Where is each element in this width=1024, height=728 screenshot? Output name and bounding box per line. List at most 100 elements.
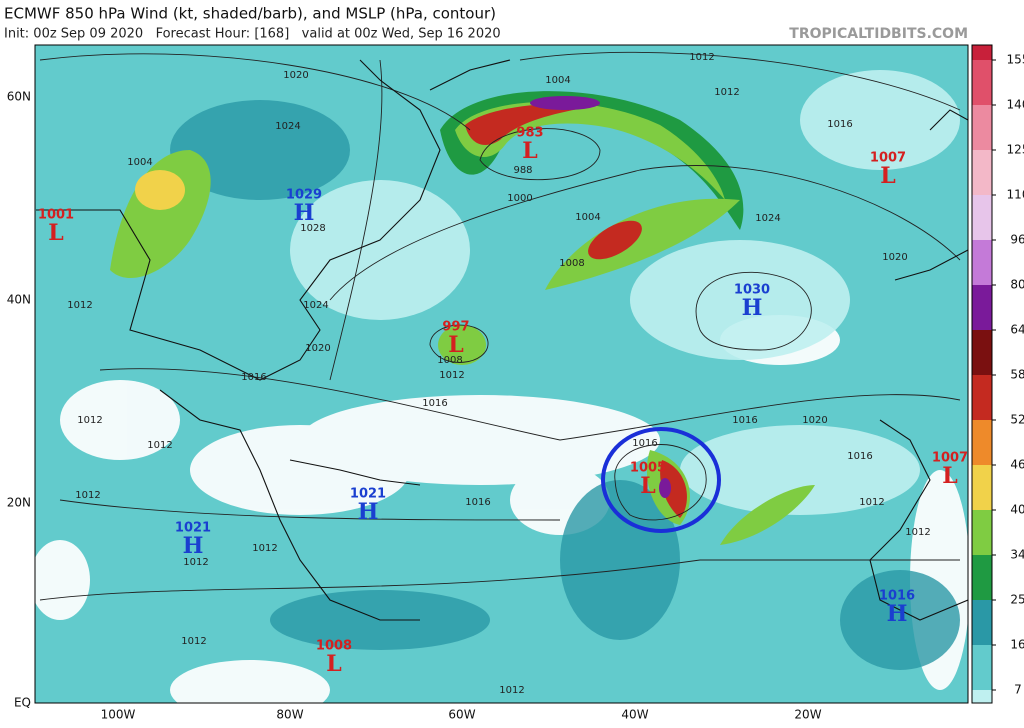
- isobar-label: 1024: [303, 300, 328, 311]
- colorbar-segment: [972, 375, 992, 420]
- isobar-label: 1024: [275, 121, 300, 132]
- colorbar-tick-label: 64: [1010, 323, 1024, 337]
- colorbar-segment: [972, 600, 992, 645]
- center-symbol: H: [183, 533, 204, 559]
- colorbar-segment: [972, 105, 992, 150]
- colorbar-tick-label: 40: [1010, 503, 1024, 517]
- center-symbol: L: [48, 220, 63, 246]
- colorbar-tick-label: 25: [1010, 593, 1024, 607]
- isobar-label: 1004: [127, 157, 152, 168]
- colorbar-segment: [972, 45, 992, 60]
- center-pressure: 1007: [932, 451, 968, 466]
- colorbar-tick-label: 52: [1010, 413, 1024, 427]
- isobar-label: 1012: [689, 52, 714, 63]
- colorbar-segment: [972, 150, 992, 195]
- isobar-label: 1012: [859, 497, 884, 508]
- site-name: TROPICALTIDBITS.COM: [789, 26, 968, 42]
- isobar-label: 1004: [575, 212, 600, 223]
- center-pressure: 1001: [38, 208, 74, 223]
- isobar-label: 1016: [827, 119, 852, 130]
- center-pressure: 1007: [870, 151, 906, 166]
- isobar-label: 1008: [437, 355, 462, 366]
- isobar-label: 1012: [181, 636, 206, 647]
- colorbar-segment: [972, 690, 992, 703]
- center-pressure: 983: [516, 126, 543, 141]
- isobar-label: 1016: [241, 372, 266, 383]
- center-symbol: L: [326, 651, 341, 677]
- isobar-label: 1020: [283, 70, 308, 81]
- center-symbol: H: [887, 601, 908, 627]
- isobar-label: 1012: [439, 370, 464, 381]
- center-symbol: L: [448, 332, 463, 358]
- title: ECMWF 850 hPa Wind (kt, shaded/barb), an…: [4, 5, 496, 23]
- colorbar-tick-label: 110: [1007, 188, 1024, 202]
- isobar-label: 1012: [67, 300, 92, 311]
- colorbar-tick-label: 96: [1010, 233, 1024, 247]
- colorbar-tick-label: 80: [1010, 278, 1024, 292]
- isobar-label: 1012: [147, 440, 172, 451]
- isobar-label: 1016: [422, 398, 447, 409]
- latitude-label: 60N: [7, 90, 31, 104]
- map-field: [35, 45, 968, 703]
- center-pressure: 997: [442, 320, 469, 335]
- isobar-label: 1016: [732, 415, 757, 426]
- center-symbol: L: [880, 163, 895, 189]
- colorbar-segment: [972, 645, 992, 690]
- center-pressure: 1008: [316, 639, 352, 654]
- colorbar-frame: [971, 44, 993, 704]
- isobar-label: 1028: [300, 223, 325, 234]
- colorbar-segment: [972, 60, 992, 105]
- longitude-label: 40W: [621, 708, 648, 722]
- isobar-label: 1012: [905, 527, 930, 538]
- colorbar-tick-label: 155: [1007, 53, 1024, 67]
- highlight-circle: [601, 427, 721, 533]
- center-symbol: L: [522, 138, 537, 164]
- subtitle: Init: 00z Sep 09 2020 Forecast Hour: [16…: [4, 27, 501, 42]
- isobar-label: 1012: [499, 685, 524, 696]
- center-symbol: L: [942, 463, 957, 489]
- center-pressure: 1029: [286, 188, 322, 203]
- center-symbol: H: [294, 200, 315, 226]
- colorbar-tick-label: 58: [1010, 368, 1024, 382]
- colorbar-tick-label: 34: [1010, 548, 1024, 562]
- center-symbol: H: [358, 499, 379, 525]
- colorbar-tick-label: 7: [1014, 683, 1022, 697]
- center-pressure: 1021: [175, 521, 211, 536]
- isobar-label: 1024: [755, 213, 780, 224]
- center-symbol: H: [742, 295, 763, 321]
- isobar-label: 988: [513, 165, 532, 176]
- colorbar-tick-label: 46: [1010, 458, 1024, 472]
- longitude-label: 80W: [276, 708, 303, 722]
- isobar-label: 1016: [632, 438, 657, 449]
- latitude-label: EQ: [14, 696, 31, 710]
- longitude-label: 60W: [448, 708, 475, 722]
- colorbar-segment: [972, 465, 992, 510]
- isobar-label: 1012: [77, 415, 102, 426]
- center-symbol: L: [640, 473, 655, 499]
- latitude-label: 20N: [7, 496, 31, 510]
- longitude-label: 20W: [794, 708, 821, 722]
- colorbar-segment: [972, 510, 992, 555]
- colorbar-segment: [972, 555, 992, 600]
- isobar-label: 1004: [545, 75, 570, 86]
- isobar-label: 1020: [305, 343, 330, 354]
- isobar-label: 1012: [252, 543, 277, 554]
- isobar-label: 1016: [465, 497, 490, 508]
- isobar-label: 1012: [183, 557, 208, 568]
- center-pressure: 1030: [734, 283, 770, 298]
- colorbar-tick-label: 16: [1010, 638, 1024, 652]
- isobar-label: 1016: [847, 451, 872, 462]
- isobar-label: 1008: [559, 258, 584, 269]
- colorbar-segment: [972, 285, 992, 330]
- map-frame: [34, 44, 969, 704]
- colorbar-segment: [972, 420, 992, 465]
- latitude-label: 40N: [7, 293, 31, 307]
- center-pressure: 1005: [630, 461, 666, 476]
- colorbar-segment: [972, 330, 992, 375]
- isobar-label: 1000: [507, 193, 532, 204]
- colorbar-segment: [972, 195, 992, 240]
- colorbar-tick-label: 125: [1007, 143, 1024, 157]
- longitude-label: 100W: [101, 708, 136, 722]
- colorbar-segment: [972, 240, 992, 285]
